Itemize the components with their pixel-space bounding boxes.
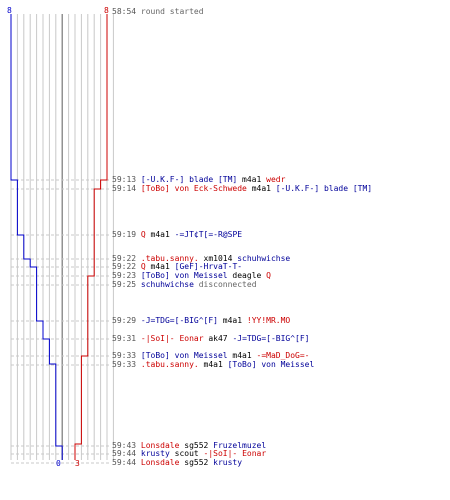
player-name: -|SoI|- Eonar	[140, 334, 204, 343]
player-name: [-U.K.F-] blade [TM]	[275, 184, 373, 193]
event-row: 59:14 [ToBo] von Eck-Schwede m4a1 [-U.K.…	[112, 184, 372, 193]
player-name: [ToBo] von Meissel	[227, 360, 315, 369]
player-name: -J=TDG=[-BIG^[F]	[232, 334, 310, 343]
event-row: 59:22 Q m4a1 [GeF]-HrvaT-T-	[112, 262, 242, 271]
weapon-label: m4a1	[217, 316, 247, 325]
event-time: 59:33	[112, 351, 141, 360]
weapon-label: xm1014	[198, 254, 238, 263]
event-row: 59:44 Lonsdale sg552 krusty	[112, 458, 242, 467]
weapon-label: m4a1	[227, 351, 257, 360]
player-name: -|SoI|- Eonar	[203, 449, 267, 458]
status-text: round started	[140, 7, 204, 16]
player-name: Q	[140, 230, 146, 239]
event-row: 58:54 round started	[112, 7, 204, 16]
event-row: 59:25 schuhwichse disconnected	[112, 280, 257, 289]
player-name: schuhwichse	[140, 280, 194, 289]
player-name: .tabu.sanny.	[140, 360, 199, 369]
player-name: schuhwichse	[237, 254, 291, 263]
weapon-label: m4a1	[237, 175, 267, 184]
blue-team-line	[10, 14, 63, 460]
player-name: krusty	[140, 449, 170, 458]
weapon-label: scout	[169, 449, 204, 458]
event-time: 58:54	[112, 7, 141, 16]
event-row: 59:44 krusty scout -|SoI|- Eonar	[112, 449, 266, 458]
player-name: Lonsdale	[140, 441, 180, 450]
event-row: 59:22 .tabu.sanny. xm1014 schuhwichse	[112, 254, 290, 263]
weapon-label: sg552	[179, 458, 214, 467]
event-row: 59:33 [ToBo] von Meissel m4a1 -=MaD_DoG=…	[112, 351, 310, 360]
player-name: .tabu.sanny.	[140, 254, 199, 263]
red-end-score: 3	[75, 459, 80, 468]
event-time: 59:44	[112, 449, 141, 458]
event-row: 59:31 -|SoI|- Eonar ak47 -J=TDG=[-BIG^[F…	[112, 334, 310, 343]
grid-lines	[10, 14, 114, 460]
weapon-label: sg552	[179, 441, 214, 450]
event-time: 59:31	[112, 334, 141, 343]
event-time: 59:22	[112, 254, 141, 263]
event-row: 59:19 Q m4a1 -=JT¢T[=-R@SPE	[112, 230, 242, 239]
player-name: Lonsdale	[140, 458, 180, 467]
event-time: 59:19	[112, 230, 141, 239]
player-name: Q	[266, 271, 271, 280]
event-time: 59:25	[112, 280, 141, 289]
player-name: krusty	[213, 458, 243, 467]
weapon-label: deagle	[227, 271, 267, 280]
event-row: 59:33 .tabu.sanny. m4a1 [ToBo] von Meiss…	[112, 360, 314, 369]
player-name: -=MaD_DoG=-	[256, 351, 310, 360]
event-time: 59:13	[112, 175, 141, 184]
status-text: disconnected	[193, 280, 257, 289]
weapon-label: m4a1	[198, 360, 228, 369]
blue-start-score: 8	[7, 6, 12, 15]
player-name: [GeF]-HrvaT-T-	[174, 262, 243, 271]
player-name: -J=TDG=[-BIG^[F]	[140, 316, 218, 325]
event-time: 59:22	[112, 262, 141, 271]
event-time: 59:44	[112, 458, 141, 467]
event-row: 59:43 Lonsdale sg552 Fruzelmuzel	[112, 441, 266, 450]
event-time: 59:14	[112, 184, 141, 193]
player-name: -=JT¢T[=-R@SPE	[174, 230, 243, 239]
event-row: 59:13 [-U.K.F-] blade [TM] m4a1 wedr	[112, 175, 285, 184]
player-name: [-U.K.F-] blade [TM]	[140, 175, 238, 184]
player-name: [ToBo] von Meissel	[140, 351, 228, 360]
weapon-label: m4a1	[145, 230, 175, 239]
weapon-label: m4a1	[246, 184, 276, 193]
player-name: Fruzelmuzel	[213, 441, 267, 450]
weapon-label: m4a1	[145, 262, 175, 271]
player-name: Q	[140, 262, 146, 271]
event-time: 59:29	[112, 316, 141, 325]
player-name: [ToBo] von Meissel	[140, 271, 228, 280]
player-name: wedr	[266, 175, 286, 184]
player-name: !YY!MR.MO	[246, 316, 291, 325]
weapon-label: ak47	[203, 334, 233, 343]
blue-end-score: 0	[56, 459, 61, 468]
red-start-score: 8	[104, 6, 109, 15]
event-leader-lines	[11, 179, 110, 464]
score-lines	[10, 14, 108, 460]
event-row: 59:29 -J=TDG=[-BIG^[F] m4a1 !YY!MR.MO	[112, 316, 290, 325]
red-team-line	[74, 14, 108, 460]
event-row: 59:23 [ToBo] von Meissel deagle Q	[112, 271, 271, 280]
player-name: [ToBo] von Eck-Schwede	[140, 184, 247, 193]
event-time: 59:33	[112, 360, 141, 369]
event-time: 59:43	[112, 441, 141, 450]
event-time: 59:23	[112, 271, 141, 280]
